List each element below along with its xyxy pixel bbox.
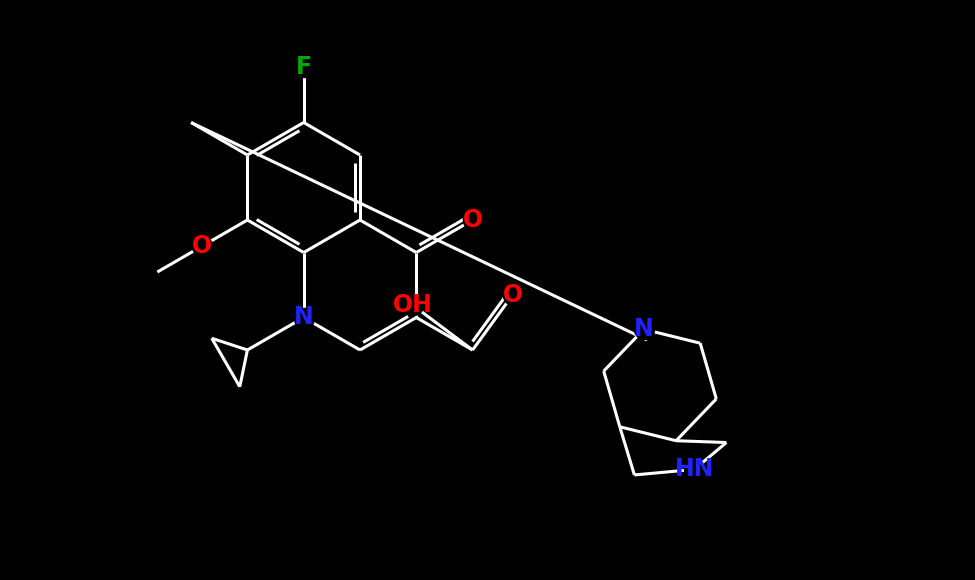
Text: O: O	[462, 208, 483, 232]
Text: O: O	[192, 234, 213, 258]
Text: F: F	[295, 55, 312, 79]
Text: N: N	[634, 317, 654, 341]
Text: N: N	[293, 306, 314, 329]
Text: HN: HN	[675, 458, 714, 481]
Text: O: O	[502, 283, 523, 307]
Text: OH: OH	[393, 293, 433, 317]
